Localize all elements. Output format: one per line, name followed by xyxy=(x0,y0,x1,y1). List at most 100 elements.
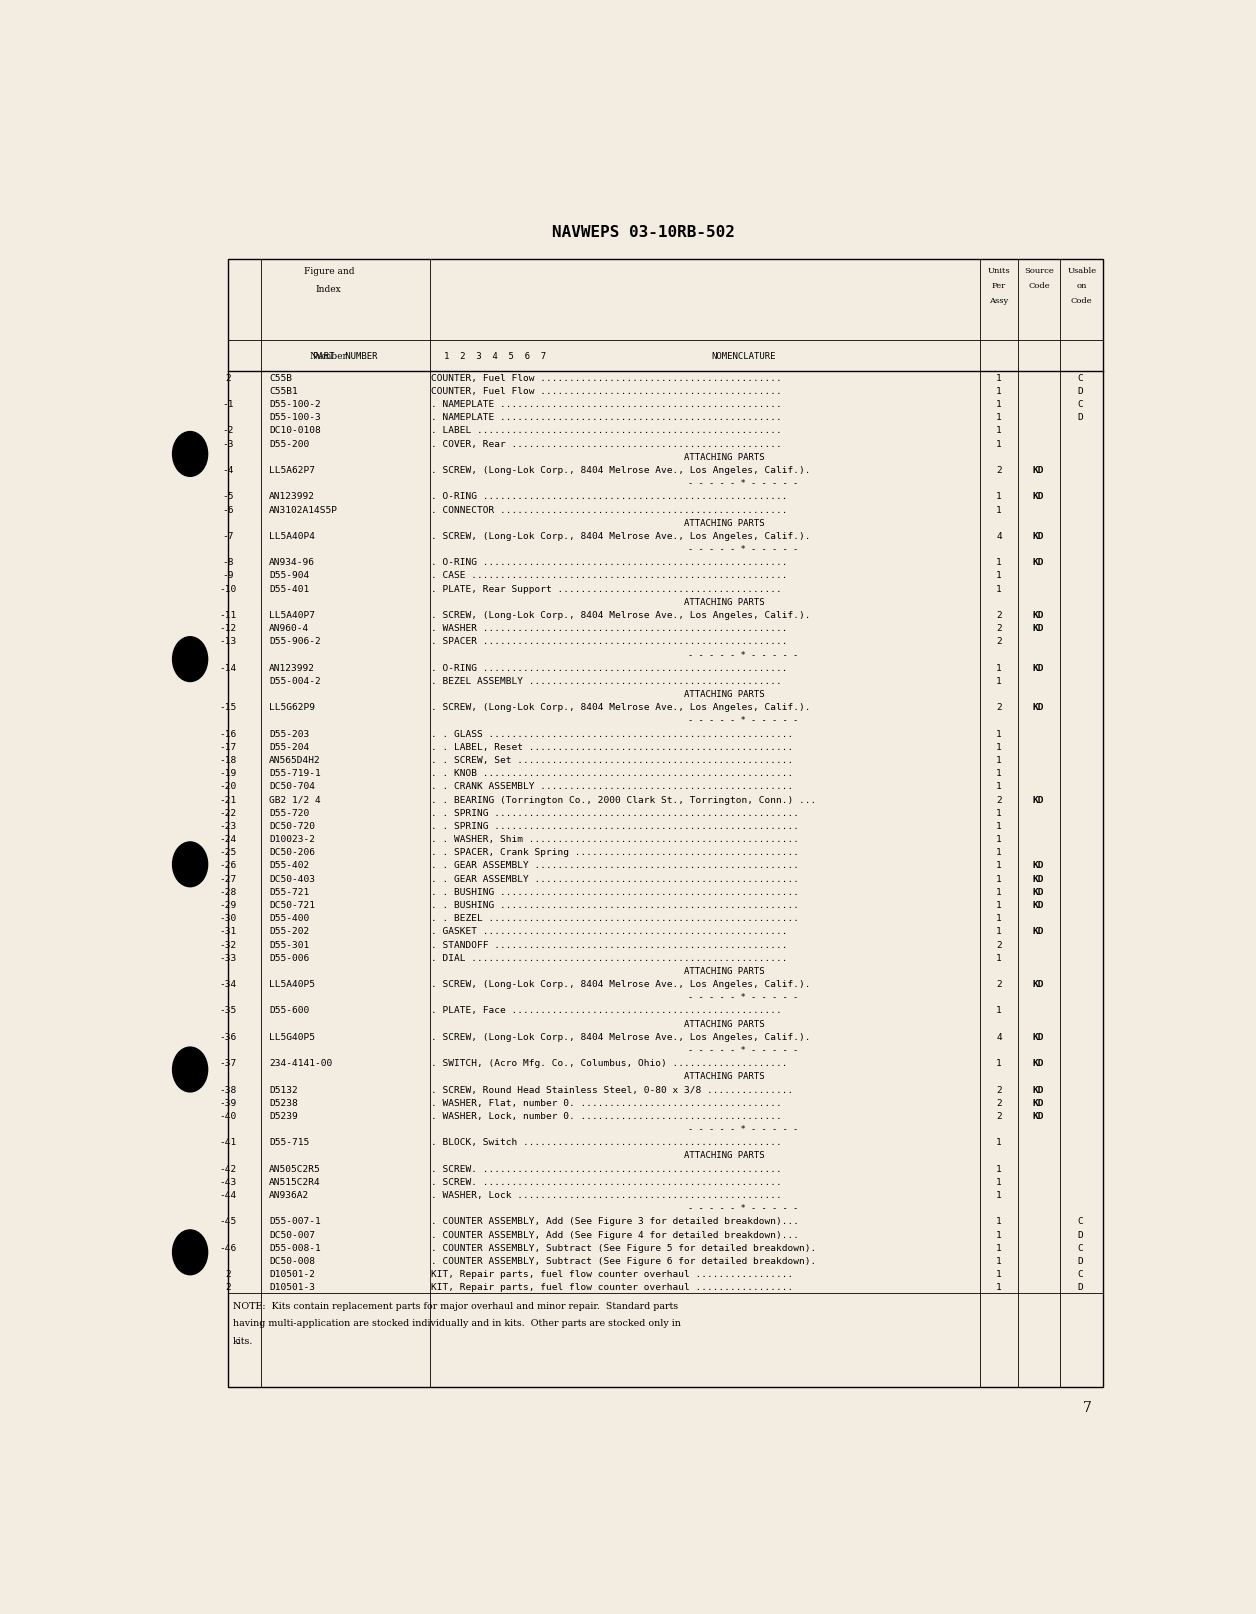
Text: -26: -26 xyxy=(220,860,236,870)
Text: ATTACHING PARTS: ATTACHING PARTS xyxy=(683,1018,765,1028)
Text: 1: 1 xyxy=(996,1006,1002,1015)
Text: . . KNOB ......................................................: . . KNOB ...............................… xyxy=(432,768,794,778)
Text: . COUNTER ASSEMBLY, Subtract (See Figure 5 for detailed breakdown).: . COUNTER ASSEMBLY, Subtract (See Figure… xyxy=(432,1243,816,1252)
Text: KD: KD xyxy=(1032,1098,1044,1107)
Text: 1: 1 xyxy=(996,413,1002,421)
Text: -25: -25 xyxy=(220,847,236,857)
Text: AN123992: AN123992 xyxy=(269,663,315,673)
Text: KD: KD xyxy=(1032,1110,1044,1120)
Text: 1: 1 xyxy=(996,1138,1002,1146)
Text: 1: 1 xyxy=(996,847,1002,857)
Text: KD: KD xyxy=(1032,875,1044,883)
Text: 2: 2 xyxy=(996,939,1002,949)
Text: KD: KD xyxy=(1032,492,1044,500)
Text: KD: KD xyxy=(1032,531,1044,541)
Text: 1: 1 xyxy=(996,1177,1002,1186)
Text: KIT, Repair parts, fuel flow counter overhaul .................: KIT, Repair parts, fuel flow counter ove… xyxy=(432,1283,794,1291)
Text: -5: -5 xyxy=(222,492,234,500)
Text: D5239: D5239 xyxy=(269,1110,298,1120)
Text: COUNTER, Fuel Flow ..........................................: COUNTER, Fuel Flow .....................… xyxy=(432,373,782,383)
Text: DC50-720: DC50-720 xyxy=(269,822,315,830)
Text: KD: KD xyxy=(1032,860,1044,870)
Text: . O-RING .....................................................: . O-RING ...............................… xyxy=(432,558,788,567)
Text: 1: 1 xyxy=(996,781,1002,791)
Text: . . GEAR ASSEMBLY ..............................................: . . GEAR ASSEMBLY ......................… xyxy=(432,875,800,883)
Text: . SWITCH, (Acro Mfg. Co., Columbus, Ohio) ....................: . SWITCH, (Acro Mfg. Co., Columbus, Ohio… xyxy=(432,1059,788,1067)
Text: -43: -43 xyxy=(220,1177,236,1186)
Text: 1: 1 xyxy=(996,1217,1002,1225)
Text: Figure and: Figure and xyxy=(304,266,354,276)
Text: . COUNTER ASSEMBLY, Add (See Figure 3 for detailed breakdown)...: . COUNTER ASSEMBLY, Add (See Figure 3 fo… xyxy=(432,1217,800,1225)
Text: D55-600: D55-600 xyxy=(269,1006,309,1015)
Text: . BLOCK, Switch .............................................: . BLOCK, Switch ........................… xyxy=(432,1138,782,1146)
Text: -23: -23 xyxy=(220,822,236,830)
Text: . SCREW, (Long-Lok Corp., 8404 Melrose Ave., Los Angeles, Calif.).: . SCREW, (Long-Lok Corp., 8404 Melrose A… xyxy=(432,466,811,475)
Text: ATTACHING PARTS: ATTACHING PARTS xyxy=(683,689,765,699)
Text: C: C xyxy=(1076,1269,1083,1278)
Text: KD: KD xyxy=(1032,702,1044,712)
Text: . . SPRING .....................................................: . . SPRING .............................… xyxy=(432,809,800,817)
Text: . O-RING .....................................................: . O-RING ...............................… xyxy=(432,492,788,500)
Text: 4: 4 xyxy=(996,531,1002,541)
Text: -13: -13 xyxy=(220,638,236,646)
Text: . SCREW, (Long-Lok Corp., 8404 Melrose Ave., Los Angeles, Calif.).: . SCREW, (Long-Lok Corp., 8404 Melrose A… xyxy=(432,702,811,712)
Text: KD: KD xyxy=(1032,663,1044,673)
Text: AN515C2R4: AN515C2R4 xyxy=(269,1177,320,1186)
Text: ATTACHING PARTS: ATTACHING PARTS xyxy=(683,1072,765,1081)
Text: -15: -15 xyxy=(220,702,236,712)
Text: AN934-96: AN934-96 xyxy=(269,558,315,567)
Text: D55-719-1: D55-719-1 xyxy=(269,768,320,778)
Text: - - - - - * - - - - -: - - - - - * - - - - - xyxy=(688,1204,799,1212)
Text: C: C xyxy=(1076,373,1083,383)
Text: DC50-206: DC50-206 xyxy=(269,847,315,857)
Text: -21: -21 xyxy=(220,796,236,804)
Text: -42: -42 xyxy=(220,1164,236,1173)
Text: ATTACHING PARTS: ATTACHING PARTS xyxy=(683,1151,765,1160)
Text: -41: -41 xyxy=(220,1138,236,1146)
Text: 1: 1 xyxy=(996,1256,1002,1265)
Text: -2: -2 xyxy=(222,426,234,436)
Text: KD: KD xyxy=(1032,1059,1044,1067)
Text: . SCREW, (Long-Lok Corp., 8404 Melrose Ave., Los Angeles, Calif.).: . SCREW, (Long-Lok Corp., 8404 Melrose A… xyxy=(432,531,811,541)
Text: D55-100-3: D55-100-3 xyxy=(269,413,320,421)
Text: Units: Units xyxy=(987,266,1010,274)
Text: -31: -31 xyxy=(220,926,236,936)
Text: 1: 1 xyxy=(996,676,1002,686)
Text: -6: -6 xyxy=(222,505,234,515)
Text: -37: -37 xyxy=(220,1059,236,1067)
Text: . WASHER, Flat, number 0. ...................................: . WASHER, Flat, number 0. ..............… xyxy=(432,1098,782,1107)
Text: . . SPACER, Crank Spring .......................................: . . SPACER, Crank Spring ...............… xyxy=(432,847,800,857)
Text: . CONNECTOR ..................................................: . CONNECTOR ............................… xyxy=(432,505,788,515)
Text: D55-006: D55-006 xyxy=(269,954,309,962)
Text: 1: 1 xyxy=(996,1269,1002,1278)
Text: - - - - - * - - - - -: - - - - - * - - - - - xyxy=(688,1046,799,1054)
Text: 234-4141-00: 234-4141-00 xyxy=(269,1059,332,1067)
Text: . COVER, Rear ...............................................: . COVER, Rear ..........................… xyxy=(432,439,782,449)
Text: -45: -45 xyxy=(220,1217,236,1225)
Text: AN505C2R5: AN505C2R5 xyxy=(269,1164,320,1173)
Text: 2: 2 xyxy=(996,1085,1002,1094)
Text: -18: -18 xyxy=(220,755,236,765)
Text: -19: -19 xyxy=(220,768,236,778)
Text: on: on xyxy=(1076,282,1086,291)
Text: . SCREW, Round Head Stainless Steel, 0-80 x 3/8 ...............: . SCREW, Round Head Stainless Steel, 0-8… xyxy=(432,1085,794,1094)
Text: 1: 1 xyxy=(996,954,1002,962)
Text: 2: 2 xyxy=(996,623,1002,633)
Text: 2: 2 xyxy=(996,610,1002,620)
Text: AN960-4: AN960-4 xyxy=(269,623,309,633)
Text: Code: Code xyxy=(1029,282,1050,291)
Text: . SCREW, (Long-Lok Corp., 8404 Melrose Ave., Los Angeles, Calif.).: . SCREW, (Long-Lok Corp., 8404 Melrose A… xyxy=(432,980,811,988)
Text: - - - - - * - - - - -: - - - - - * - - - - - xyxy=(688,546,799,554)
Text: 1: 1 xyxy=(996,809,1002,817)
Text: . CASE .......................................................: . CASE .................................… xyxy=(432,571,788,579)
Text: KD: KD xyxy=(1032,926,1044,936)
Text: -39: -39 xyxy=(220,1098,236,1107)
Text: D55-715: D55-715 xyxy=(269,1138,309,1146)
Text: 1: 1 xyxy=(996,492,1002,500)
Text: 1: 1 xyxy=(996,768,1002,778)
Text: Source: Source xyxy=(1025,266,1054,274)
Circle shape xyxy=(172,1230,207,1275)
Text: 1: 1 xyxy=(996,426,1002,436)
Text: C55B: C55B xyxy=(269,373,291,383)
Text: - - - - - * - - - - -: - - - - - * - - - - - xyxy=(688,650,799,659)
